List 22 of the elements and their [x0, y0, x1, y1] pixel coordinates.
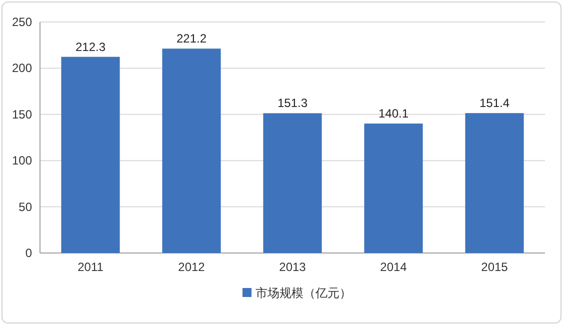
x-tick-label: 2013	[279, 260, 306, 274]
data-label: 221.2	[176, 32, 207, 46]
bar	[465, 113, 524, 253]
y-tick-label: 200	[12, 61, 32, 76]
y-tick-label: 250	[12, 15, 32, 29]
bar	[162, 48, 221, 253]
data-label: 140.1	[378, 106, 409, 121]
y-tick-label: 150	[12, 107, 32, 122]
y-tick-label: 0	[25, 246, 32, 260]
bar	[61, 56, 120, 253]
bar	[364, 124, 423, 253]
x-tick-label: 2011	[78, 260, 104, 274]
legend-label: 市场规模（亿元）	[256, 286, 352, 300]
data-label: 151.3	[277, 96, 308, 110]
x-tick-label: 2014	[380, 260, 408, 274]
x-tick-label: 2015	[481, 260, 508, 274]
data-label: 151.4	[479, 96, 510, 110]
x-tick-label: 2012	[178, 260, 206, 274]
data-label: 212.3	[75, 40, 106, 54]
y-tick-label: 100	[12, 154, 32, 168]
bar	[263, 113, 322, 253]
y-tick-label: 50	[18, 200, 32, 214]
